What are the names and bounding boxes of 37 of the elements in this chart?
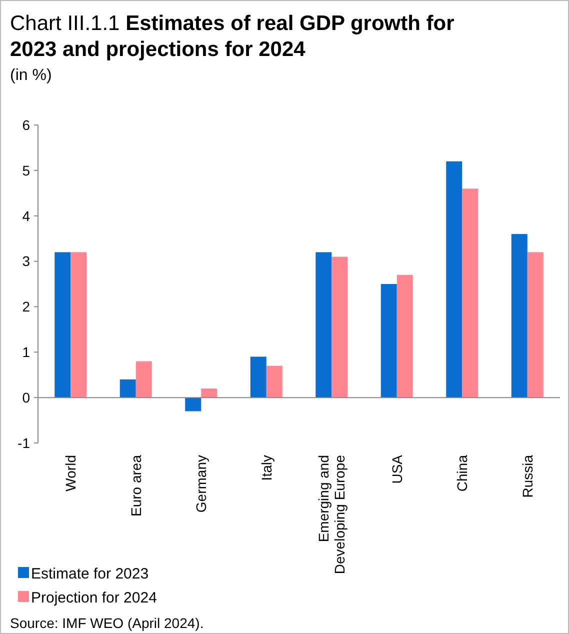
bar	[136, 361, 152, 398]
chart-title: Chart III.1.1 Estimates of real GDP growth for 2023 and projections for 2024	[10, 12, 454, 61]
bar	[266, 366, 282, 398]
y-tick-label: 3	[22, 253, 30, 270]
x-tick-label: Emerging and Developing Europe	[316, 454, 348, 574]
x-tick-label: Euro area	[128, 454, 144, 516]
x-tick-label: USA	[388, 454, 405, 484]
x-tick-label: Russia	[519, 454, 536, 498]
y-tick-label: 6	[22, 116, 30, 133]
bar	[462, 188, 478, 398]
bar	[185, 398, 202, 412]
bar	[396, 274, 413, 398]
bar	[332, 256, 348, 398]
y-tick-label: -1	[18, 434, 30, 451]
y-tick-label: 2	[22, 298, 30, 315]
y-tick-label: 5	[22, 162, 30, 178]
y-tick-label: 4	[22, 208, 30, 224]
y-tick-label: 0	[22, 389, 30, 406]
bar	[511, 234, 528, 398]
x-tick-label: Italy	[258, 455, 274, 481]
x-tick-label: World	[62, 455, 79, 492]
x-tick-label: China	[454, 454, 470, 492]
bar	[120, 379, 136, 398]
source-note: Source: IMF WEO (April 2024).	[10, 615, 204, 631]
chart-subtitle: (in %)	[10, 67, 52, 84]
legend-label: Estimate for 2023	[31, 565, 149, 582]
bar	[527, 252, 544, 398]
bar	[70, 252, 87, 398]
bar	[54, 252, 71, 398]
x-tick-label: Germany	[193, 455, 210, 513]
y-tick-label: 1	[22, 344, 30, 360]
bar	[446, 161, 462, 398]
bar	[316, 252, 332, 398]
bar	[380, 284, 397, 398]
bar	[250, 356, 266, 398]
legend-label: Projection for 2024	[31, 589, 157, 606]
bar	[201, 388, 218, 398]
